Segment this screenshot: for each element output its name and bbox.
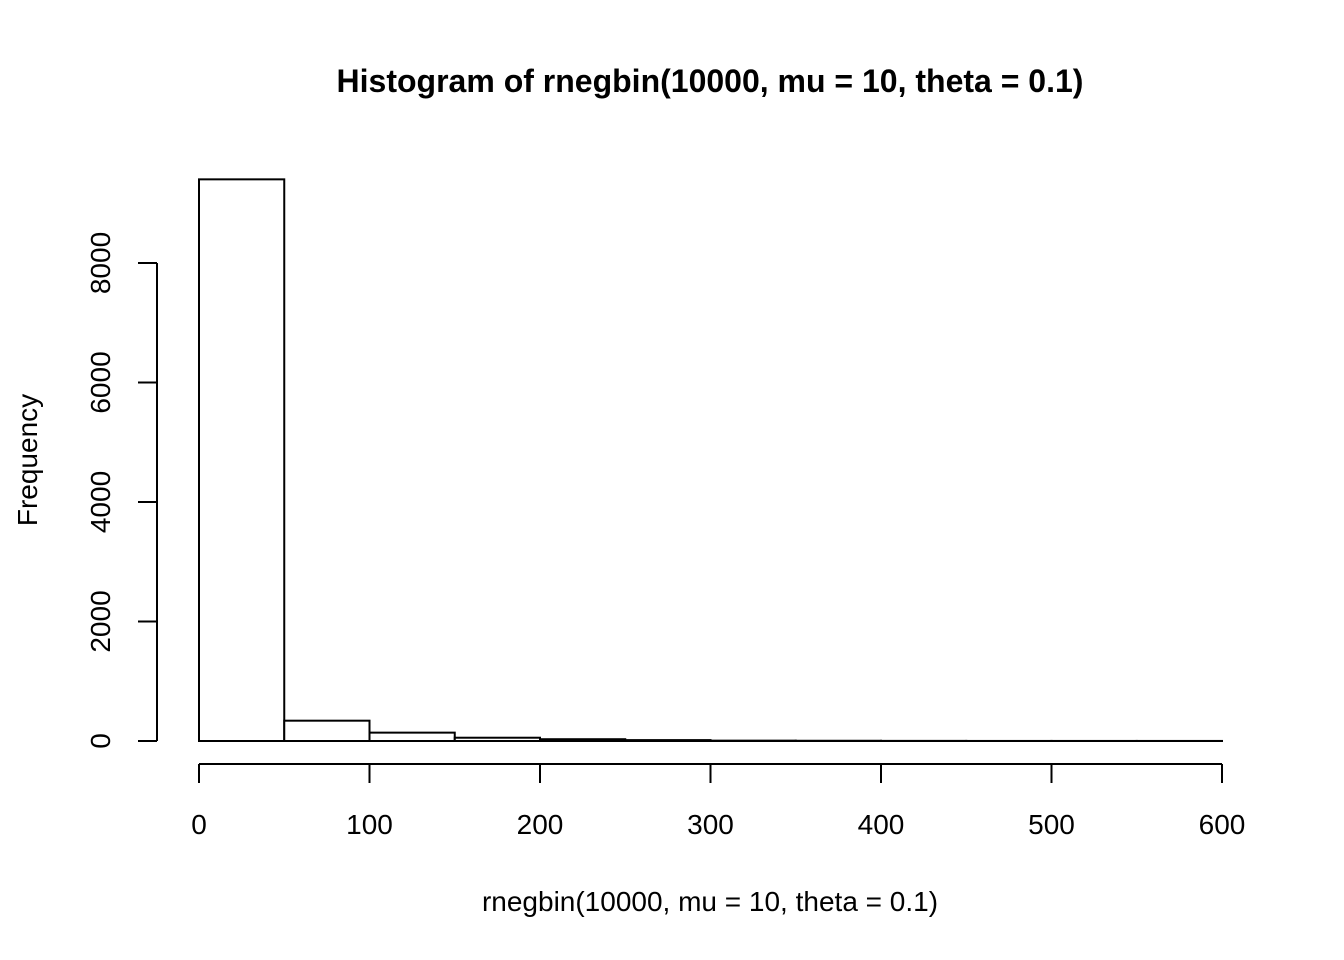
y-tick-label-2: 4000 <box>85 471 116 533</box>
histogram-bar-0 <box>198 178 286 743</box>
histogram-bar-1 <box>283 719 371 742</box>
x-tick-label-5: 500 <box>1028 809 1075 840</box>
y-axis: 0 2000 4000 6000 8000 <box>85 232 158 749</box>
x-tick-label-2: 200 <box>517 809 564 840</box>
y-tick-label-1: 2000 <box>85 590 116 652</box>
x-tick-label-0: 0 <box>191 809 207 840</box>
x-axis-label: rnegbin(10000, mu = 10, theta = 0.1) <box>482 886 938 917</box>
histogram-bar-2 <box>368 731 456 743</box>
x-tick-label-3: 300 <box>687 809 734 840</box>
chart-title: Histogram of rnegbin(10000, mu = 10, the… <box>337 63 1084 99</box>
histogram-bar-3 <box>453 736 541 742</box>
histogram-bars <box>198 178 1223 743</box>
histogram-bar-4 <box>539 738 627 743</box>
x-axis: 0 100 200 300 400 500 600 <box>191 763 1246 840</box>
histogram-bar-5 <box>624 739 712 743</box>
y-tick-label-3: 6000 <box>85 351 116 413</box>
x-tick-label-1: 100 <box>346 809 393 840</box>
y-tick-label-0: 0 <box>85 733 116 749</box>
x-tick-label-4: 400 <box>858 809 905 840</box>
y-tick-label-4: 8000 <box>85 232 116 294</box>
x-tick-label-6: 600 <box>1199 809 1246 840</box>
y-axis-label: Frequency <box>12 394 43 526</box>
